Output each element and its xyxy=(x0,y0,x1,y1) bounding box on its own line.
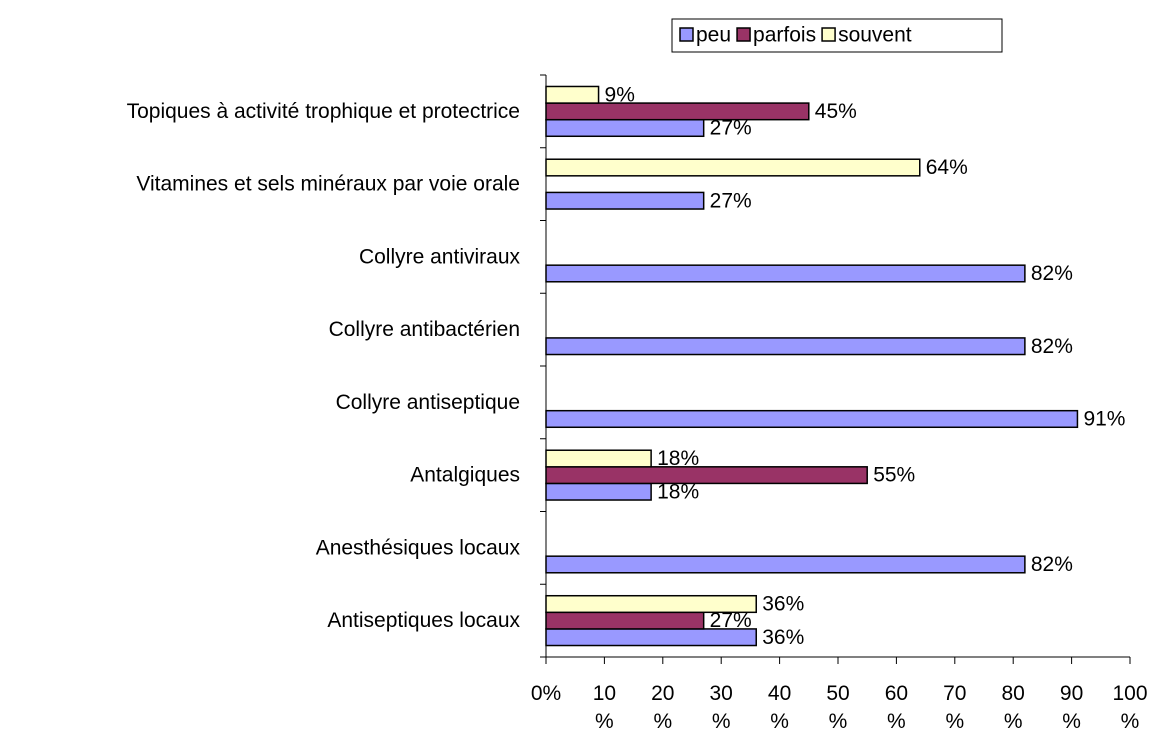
bar xyxy=(545,555,1026,574)
x-tick-label: 100 % xyxy=(1112,682,1148,733)
category-label: Collyre antibactérien xyxy=(329,318,520,341)
value-label: 64% xyxy=(926,156,968,179)
value-label: 27% xyxy=(710,189,752,212)
bar xyxy=(545,594,757,614)
x-tick-label: 70 % xyxy=(943,682,967,733)
value-label: 36% xyxy=(762,626,804,649)
x-tick-label: 30 % xyxy=(709,682,733,733)
x-tick-label: 40 % xyxy=(767,682,792,733)
bar xyxy=(545,85,600,104)
x-tick-label: 10 % xyxy=(592,682,617,733)
category-label: Collyre antiviraux xyxy=(359,245,521,268)
bar xyxy=(545,409,1079,429)
category-label: Antiseptiques locaux xyxy=(327,609,520,632)
value-label: 91% xyxy=(1083,408,1125,431)
category-label: Anesthésiques locaux xyxy=(316,536,521,559)
bar xyxy=(545,449,652,468)
legend-label: peu xyxy=(696,24,731,47)
legend-swatch xyxy=(821,27,836,42)
x-tick-label: 90 % xyxy=(1059,682,1084,733)
x-tick-label: 0% xyxy=(530,682,562,705)
x-tick-label: 50 % xyxy=(826,682,850,733)
legend-swatch xyxy=(679,27,694,42)
bar xyxy=(545,158,921,177)
value-label: 55% xyxy=(873,464,915,487)
bar xyxy=(545,611,705,630)
x-tick-label: 60 % xyxy=(884,682,909,733)
category-label: Collyre antiseptique xyxy=(336,391,520,414)
value-label: 18% xyxy=(657,447,699,470)
bar xyxy=(545,482,652,501)
value-label: 45% xyxy=(815,100,857,123)
bar xyxy=(545,102,810,121)
bar xyxy=(545,264,1026,283)
value-label: 82% xyxy=(1031,553,1073,576)
category-label: Antalgiques xyxy=(410,464,520,487)
value-label: 9% xyxy=(605,83,635,106)
legend-box xyxy=(671,18,1003,53)
bar xyxy=(545,191,705,210)
value-label: 82% xyxy=(1031,262,1073,285)
legend-label: souvent xyxy=(838,24,912,47)
x-tick-label: 80 % xyxy=(1001,682,1025,733)
value-label: 27% xyxy=(710,609,752,632)
category-label: Vitamines et sels minéraux par voie oral… xyxy=(136,173,520,196)
x-tick-label: 20 % xyxy=(651,682,675,733)
value-label: 36% xyxy=(762,593,804,616)
value-label: 18% xyxy=(657,480,699,503)
category-label: Topiques à activité trophique et protect… xyxy=(127,100,520,123)
bar xyxy=(545,466,868,485)
value-label: 27% xyxy=(710,117,752,140)
legend-label: parfois xyxy=(753,24,816,47)
legend-swatch xyxy=(736,27,751,42)
value-label: 82% xyxy=(1031,335,1073,358)
bar xyxy=(545,337,1026,356)
bar xyxy=(545,118,705,138)
